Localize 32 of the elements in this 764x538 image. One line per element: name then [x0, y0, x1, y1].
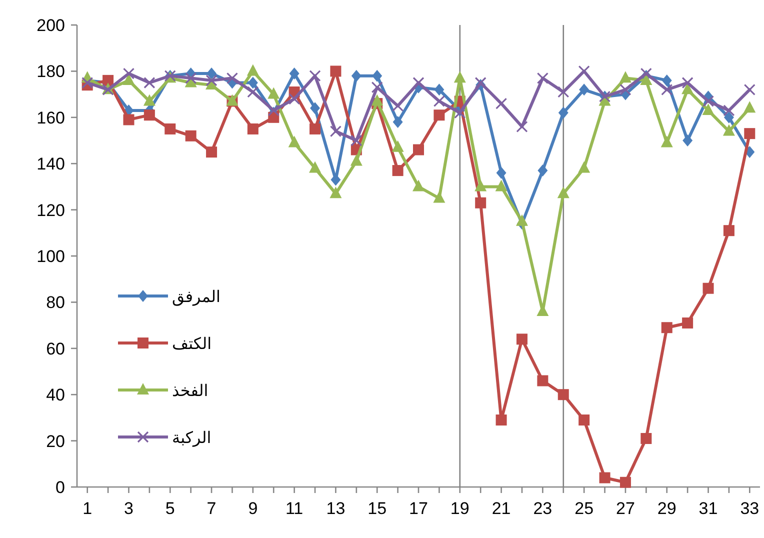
x-tick-label: 13: [326, 499, 346, 518]
x-tick-label: 11: [285, 499, 304, 518]
y-tick-label: 60: [46, 339, 65, 358]
x-tick-label: 19: [450, 499, 470, 518]
x-tick-label: 15: [368, 499, 387, 518]
x-tick-label: 7: [206, 499, 216, 518]
x-tick-label: 9: [248, 499, 258, 518]
y-tick-label: 20: [46, 432, 65, 451]
y-tick-label: 80: [46, 293, 65, 312]
x-tick-label: 31: [698, 499, 718, 518]
y-tick-label: 140: [36, 154, 65, 174]
legend-label: الركبة: [172, 428, 212, 447]
y-tick-label: 200: [36, 16, 65, 35]
y-tick-label: 0: [56, 478, 65, 497]
x-tick-label: 27: [616, 499, 635, 518]
x-tick-label: 3: [124, 499, 134, 518]
x-tick-label: 5: [165, 499, 175, 518]
legend-label: المرفق: [172, 287, 220, 306]
y-tick-label: 120: [36, 200, 65, 220]
x-tick-label: 33: [740, 499, 760, 518]
x-tick-label: 23: [533, 499, 552, 518]
y-tick-label: 180: [36, 62, 65, 82]
x-tick-label: 29: [657, 499, 676, 518]
legend-label: الكتف: [172, 334, 212, 353]
y-tick-label: 100: [36, 247, 65, 266]
x-tick-label: 17: [409, 499, 428, 518]
legend-label: الفخذ: [172, 381, 208, 400]
y-tick-label: 160: [36, 108, 65, 128]
x-tick-label: 1: [82, 499, 92, 518]
y-tick-label: 40: [46, 386, 65, 405]
x-tick-label: 25: [574, 499, 594, 518]
x-tick-label: 21: [492, 499, 511, 518]
